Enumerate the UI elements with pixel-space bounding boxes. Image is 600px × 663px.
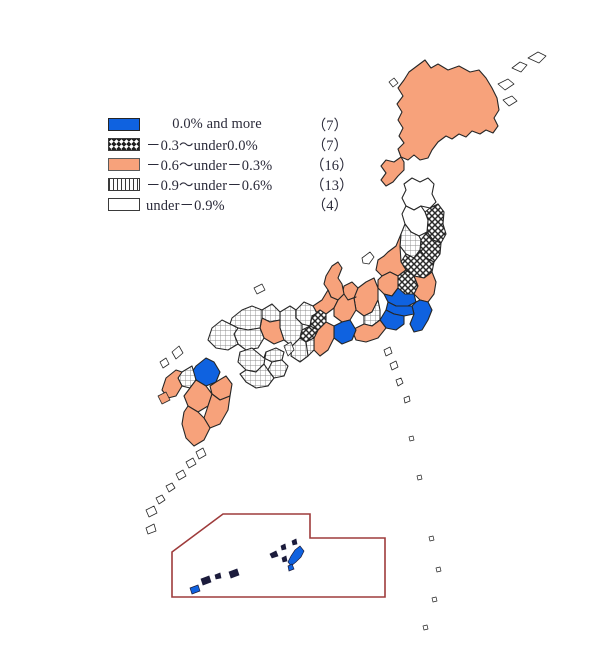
region-yaeyama-islet-1	[189, 584, 201, 595]
region-gifu	[333, 293, 357, 323]
region-hiroshima	[233, 327, 265, 351]
region-nagasaki-islands	[157, 391, 171, 405]
plain-white-swatch	[108, 197, 140, 211]
solid-salmon-swatch	[108, 157, 140, 171]
legend-row-5: under－0.9% （4）	[108, 194, 348, 214]
region-yamaguchi	[207, 319, 239, 351]
region-okinawa-islet-5	[280, 543, 287, 551]
region-awaji-island	[283, 341, 295, 357]
region-nansei-islet-4	[165, 482, 176, 493]
region-oki-islet	[253, 283, 266, 295]
region-izu-islet-1	[383, 346, 393, 357]
region-kuril-islet-1	[511, 61, 528, 73]
region-ibaraki	[413, 271, 437, 303]
region-okinawa-islet-1	[287, 563, 295, 572]
legend-label-5: under－0.9%	[146, 197, 225, 214]
legend-label-3: －0.6～under－0.3%	[146, 157, 273, 174]
legend-count-2: （7）	[311, 137, 348, 154]
region-hokkaido-peninsula	[380, 156, 405, 187]
region-ogasawara-islet-2	[416, 474, 423, 481]
region-goto-islet	[159, 357, 170, 369]
region-aomori	[401, 177, 437, 211]
region-kochi	[239, 363, 275, 389]
region-ogasawara-islet-3	[428, 535, 435, 542]
legend-row-1: 0.0% and more （7）	[108, 114, 348, 134]
region-ogasawara-islet-5	[431, 596, 438, 603]
region-kuril-islet-4	[502, 95, 518, 107]
vertical-hatch-swatch	[108, 177, 140, 191]
legend-row-3: －0.6～under－0.3% （16）	[108, 154, 354, 174]
region-okayama	[259, 317, 285, 345]
region-izu-islet-2	[389, 360, 399, 371]
legend-row-4: －0.9～under－0.6% （13）	[108, 174, 354, 194]
region-hokkaido	[396, 59, 500, 161]
region-kuril-islet-3	[497, 78, 515, 91]
legend-label-4: －0.9～under－0.6%	[146, 177, 273, 194]
region-ishikawa	[323, 261, 345, 301]
region-yaeyama-islet-2	[200, 575, 212, 586]
region-ogasawara-islet-6	[422, 624, 429, 631]
region-okinawa-islet-3	[269, 550, 279, 559]
legend-count-5: （4）	[311, 197, 348, 214]
region-okinawa-main-island	[287, 545, 305, 567]
legend-label-1: 0.0% and more	[172, 115, 262, 132]
region-chiba	[409, 299, 433, 333]
region-nansei-islet-7	[145, 523, 157, 535]
region-okinawa-islet-4	[281, 555, 288, 563]
region-nansei-islet-5	[155, 494, 166, 505]
region-kuril-islet-2	[527, 51, 547, 64]
region-okinawa-islet-6	[214, 572, 222, 580]
map-legend: 0.0% and more （7） －0.3～under0.0% （7） －0.…	[108, 114, 354, 214]
region-kagoshima	[181, 405, 211, 447]
region-ogasawara-islet-1	[408, 435, 415, 442]
legend-count-1: （7）	[311, 117, 348, 134]
legend-count-4: （13）	[310, 177, 354, 194]
legend-count-3: （16）	[310, 157, 354, 174]
region-ogasawara-islet-4	[435, 566, 442, 573]
region-aichi	[333, 319, 357, 345]
region-nansei-islet-6	[145, 505, 158, 518]
region-izu-islet-3	[395, 377, 404, 387]
region-sado-island	[361, 251, 375, 265]
region-miyazaki	[203, 393, 231, 429]
region-nansei-islet-3	[175, 469, 187, 481]
region-okinawa-islet-2	[291, 538, 298, 546]
region-nansei-islet-1	[195, 447, 207, 460]
okinawa-inset-box	[171, 513, 386, 598]
okinawa-inset	[171, 513, 386, 598]
cross-hatch-swatch	[108, 137, 140, 151]
solid-blue-swatch	[108, 117, 140, 131]
legend-label-2: －0.3～under0.0%	[146, 137, 258, 154]
region-izu-islet-4	[403, 395, 411, 404]
region-miyako-islet	[228, 568, 240, 579]
region-hokkaido-islet-5	[388, 77, 399, 88]
region-nansei-islet-2	[185, 457, 197, 469]
region-tsushima-islet	[171, 345, 184, 360]
legend-row-2: －0.3～under0.0% （7）	[108, 134, 348, 154]
region-shizuoka	[351, 319, 387, 343]
